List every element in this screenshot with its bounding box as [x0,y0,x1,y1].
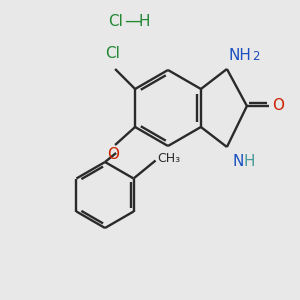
Text: Cl: Cl [105,46,119,61]
Text: 2: 2 [252,50,260,64]
Text: Cl: Cl [108,14,123,29]
Text: NH: NH [229,47,252,62]
Text: O: O [107,147,119,162]
Text: O: O [272,98,284,113]
Text: H: H [244,154,255,169]
Text: CH₃: CH₃ [158,152,181,165]
Text: N: N [233,154,244,169]
Text: —: — [124,12,142,30]
Text: H: H [138,14,149,29]
